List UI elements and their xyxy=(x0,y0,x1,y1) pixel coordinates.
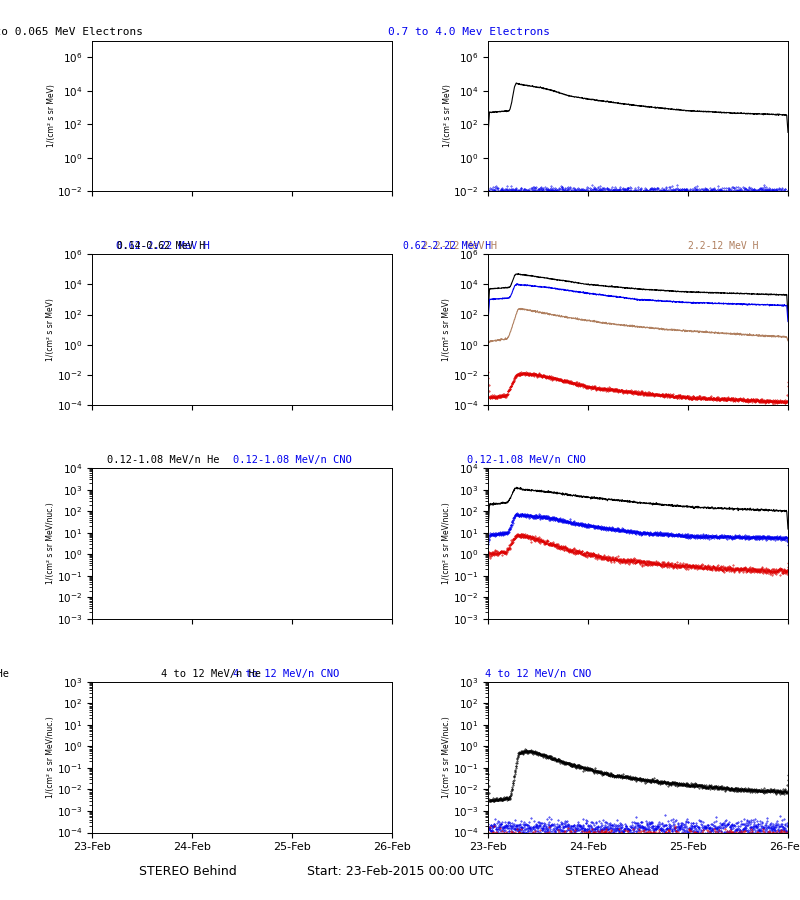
Y-axis label: 1/(cm² s sr MeV/nuc.): 1/(cm² s sr MeV/nuc.) xyxy=(442,716,451,798)
Text: Start: 23-Feb-2015 00:00 UTC: Start: 23-Feb-2015 00:00 UTC xyxy=(306,865,494,878)
Y-axis label: 1/(cm² s sr MeV/nuc.): 1/(cm² s sr MeV/nuc.) xyxy=(46,716,55,798)
Y-axis label: 1/(cm² s sr MeV/nuc.): 1/(cm² s sr MeV/nuc.) xyxy=(46,502,55,584)
Y-axis label: 1/(cm² s sr MeV): 1/(cm² s sr MeV) xyxy=(442,298,451,361)
Y-axis label: 1/(cm² s sr MeV): 1/(cm² s sr MeV) xyxy=(442,85,452,148)
Text: 4 to 12 MeV/n CNO: 4 to 12 MeV/n CNO xyxy=(485,669,591,679)
Text: 2.2-12 MeV H: 2.2-12 MeV H xyxy=(688,241,759,251)
Text: STEREO Behind: STEREO Behind xyxy=(139,865,237,878)
Y-axis label: 1/(cm² s sr MeV/nuc.): 1/(cm² s sr MeV/nuc.) xyxy=(442,502,451,584)
Text: 4 to 12 MeV/n He: 4 to 12 MeV/n He xyxy=(0,669,9,679)
Y-axis label: 1/(cm² s sr MeV): 1/(cm² s sr MeV) xyxy=(46,85,56,148)
Text: 0.12-1.08 MeV/n He: 0.12-1.08 MeV/n He xyxy=(107,455,219,465)
Text: 0.62-2.22 MeV H: 0.62-2.22 MeV H xyxy=(116,241,210,251)
Text: 0.035 to 0.065 MeV Electrons: 0.035 to 0.065 MeV Electrons xyxy=(0,28,143,38)
Text: 0.7 to 4.0 Mev Electrons: 0.7 to 4.0 Mev Electrons xyxy=(389,28,550,38)
Text: 0.62-2.22 MeV H: 0.62-2.22 MeV H xyxy=(402,241,491,251)
Text: STEREO Ahead: STEREO Ahead xyxy=(565,865,659,878)
Text: 2.2-12 MeV H: 2.2-12 MeV H xyxy=(422,241,497,251)
Text: 0.12-1.08 MeV/n CNO: 0.12-1.08 MeV/n CNO xyxy=(233,455,352,465)
Text: 4 to 12 MeV/n CNO: 4 to 12 MeV/n CNO xyxy=(233,669,339,679)
Text: 0.12-1.08 MeV/n CNO: 0.12-1.08 MeV/n CNO xyxy=(467,455,586,465)
Text: 0.14-0.62 MeV H: 0.14-0.62 MeV H xyxy=(117,241,206,251)
Text: 4 to 12 MeV/n He: 4 to 12 MeV/n He xyxy=(161,669,261,679)
Y-axis label: 1/(cm² s sr MeV): 1/(cm² s sr MeV) xyxy=(46,298,55,361)
